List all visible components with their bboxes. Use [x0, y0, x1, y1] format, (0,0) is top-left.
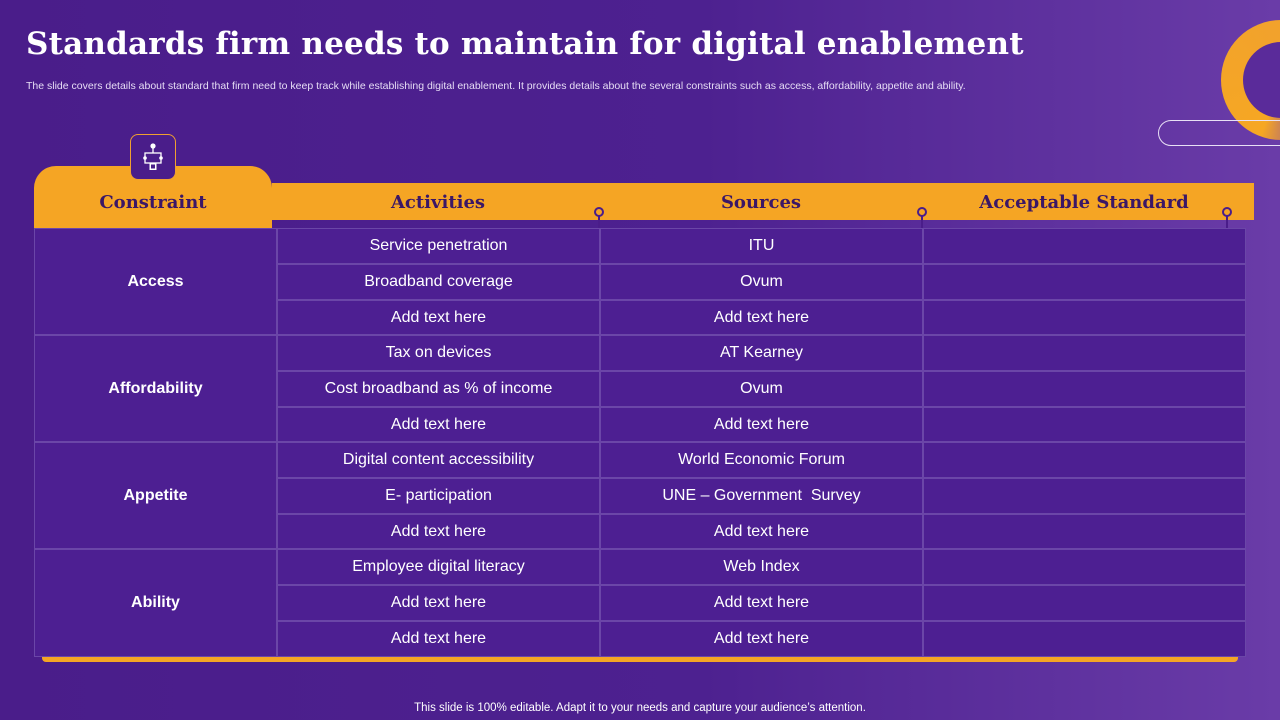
standard-cell: [923, 549, 1246, 585]
standards-table: Access Service penetration ITU Broadband…: [34, 228, 1246, 657]
constraint-cell-ability: Ability: [34, 549, 277, 657]
source-cell: AT Kearney: [600, 335, 923, 371]
header-acceptable-standard: Acceptable Standard: [979, 192, 1189, 213]
slide-title: Standards firm needs to maintain for dig…: [26, 26, 1024, 62]
source-cell: Add text here: [600, 407, 923, 442]
standard-cell: [923, 371, 1246, 407]
header-band: [272, 183, 1254, 220]
standard-cell: [923, 514, 1246, 549]
source-cell: Web Index: [600, 549, 923, 585]
activity-cell: Add text here: [277, 621, 600, 657]
activity-cell: Add text here: [277, 300, 600, 335]
activity-cell: Add text here: [277, 514, 600, 549]
pin-marker: [917, 207, 927, 217]
constraint-cell-affordability: Affordability: [34, 335, 277, 442]
activity-cell: Cost broadband as % of income: [277, 371, 600, 407]
standard-cell: [923, 478, 1246, 514]
activity-cell: Add text here: [277, 585, 600, 621]
header-constraint: Constraint: [99, 192, 207, 213]
constraint-cell-access: Access: [34, 228, 277, 335]
activity-cell: Tax on devices: [277, 335, 600, 371]
standard-cell: [923, 442, 1246, 478]
standard-cell: [923, 228, 1246, 264]
standard-cell: [923, 264, 1246, 300]
pin-marker: [594, 207, 604, 217]
activity-cell: Digital content accessibility: [277, 442, 600, 478]
activity-cell: Add text here: [277, 407, 600, 442]
source-cell: Add text here: [600, 514, 923, 549]
table-underline: [42, 656, 1238, 662]
standard-cell: [923, 585, 1246, 621]
header-sources: Sources: [720, 192, 802, 213]
slide-footer: This slide is 100% editable. Adapt it to…: [414, 702, 866, 714]
activity-cell: E- participation: [277, 478, 600, 514]
constraint-cell-appetite: Appetite: [34, 442, 277, 549]
source-cell: ITU: [600, 228, 923, 264]
standard-cell: [923, 621, 1246, 657]
source-cell: Add text here: [600, 585, 923, 621]
pin-marker: [1222, 207, 1232, 217]
source-cell: Ovum: [600, 371, 923, 407]
header-activities: Activities: [390, 192, 486, 213]
decorative-pill: [1158, 120, 1280, 146]
hierarchy-icon: [130, 134, 176, 180]
activity-cell: Service penetration: [277, 228, 600, 264]
source-cell: Add text here: [600, 621, 923, 657]
source-cell: UNE – Government Survey: [600, 478, 923, 514]
source-cell: Add text here: [600, 300, 923, 335]
standard-cell: [923, 335, 1246, 371]
standard-cell: [923, 300, 1246, 335]
activity-cell: Broadband coverage: [277, 264, 600, 300]
source-cell: World Economic Forum: [600, 442, 923, 478]
source-cell: Ovum: [600, 264, 923, 300]
pin-line: [921, 216, 923, 228]
slide-subtitle: The slide covers details about standard …: [26, 80, 966, 92]
activity-cell: Employee digital literacy: [277, 549, 600, 585]
standard-cell: [923, 407, 1246, 442]
pin-line: [598, 216, 600, 228]
pin-line: [1226, 216, 1228, 228]
